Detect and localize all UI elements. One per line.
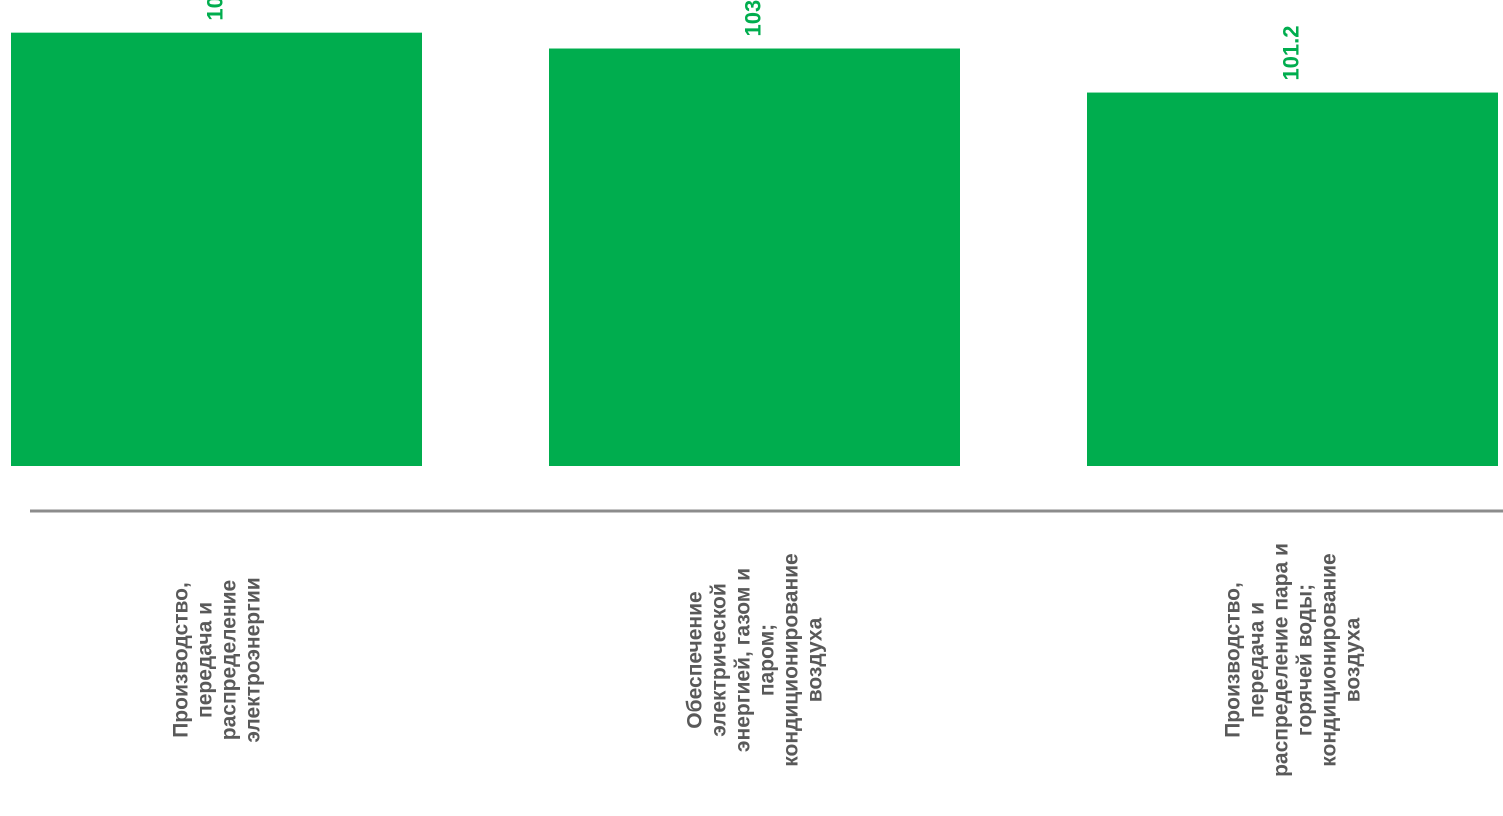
category-label-line: воздуха bbox=[1342, 617, 1365, 702]
category-label-line: кондиционирование bbox=[780, 553, 803, 766]
bars-group bbox=[11, 32, 1498, 467]
bar-2 bbox=[549, 48, 960, 467]
value-label-1: 104.6 bbox=[202, 0, 227, 21]
category-label-line: паром; bbox=[756, 624, 779, 696]
category-label-line: воздуха bbox=[804, 617, 827, 702]
category-label-line: передача и bbox=[1246, 602, 1269, 718]
value-label-2: 103.7 bbox=[740, 0, 765, 37]
bar-1 bbox=[11, 32, 422, 467]
category-label-line: энергией, газом и bbox=[732, 568, 755, 752]
category-label-line: Производство, bbox=[170, 582, 193, 738]
category-label-2: Обеспечениеэлектрическойэнергией, газом … bbox=[684, 553, 827, 766]
category-label-line: Обеспечение bbox=[684, 591, 707, 728]
category-labels-group: Производство,передача ираспределениеэлек… bbox=[170, 543, 1365, 777]
category-label-line: горячей воды; bbox=[1294, 584, 1317, 736]
category-label-line: распределение пара и bbox=[1270, 543, 1293, 777]
category-label-line: кондиционирование bbox=[1318, 553, 1341, 766]
value-labels-group: 104.6 103.7 101.2 bbox=[202, 0, 1303, 81]
category-label-line: передача и bbox=[194, 602, 217, 718]
category-label-3: Производство,передача ираспределение пар… bbox=[1222, 543, 1365, 777]
category-label-line: электрической bbox=[708, 583, 731, 737]
category-label-line: распределение bbox=[218, 580, 241, 740]
bar-3 bbox=[1087, 92, 1498, 467]
category-label-line: электроэнергии bbox=[242, 577, 265, 742]
category-label-line: Производство, bbox=[1222, 582, 1245, 738]
category-label-1: Производство,передача ираспределениеэлек… bbox=[170, 577, 265, 742]
value-label-3: 101.2 bbox=[1278, 25, 1303, 80]
